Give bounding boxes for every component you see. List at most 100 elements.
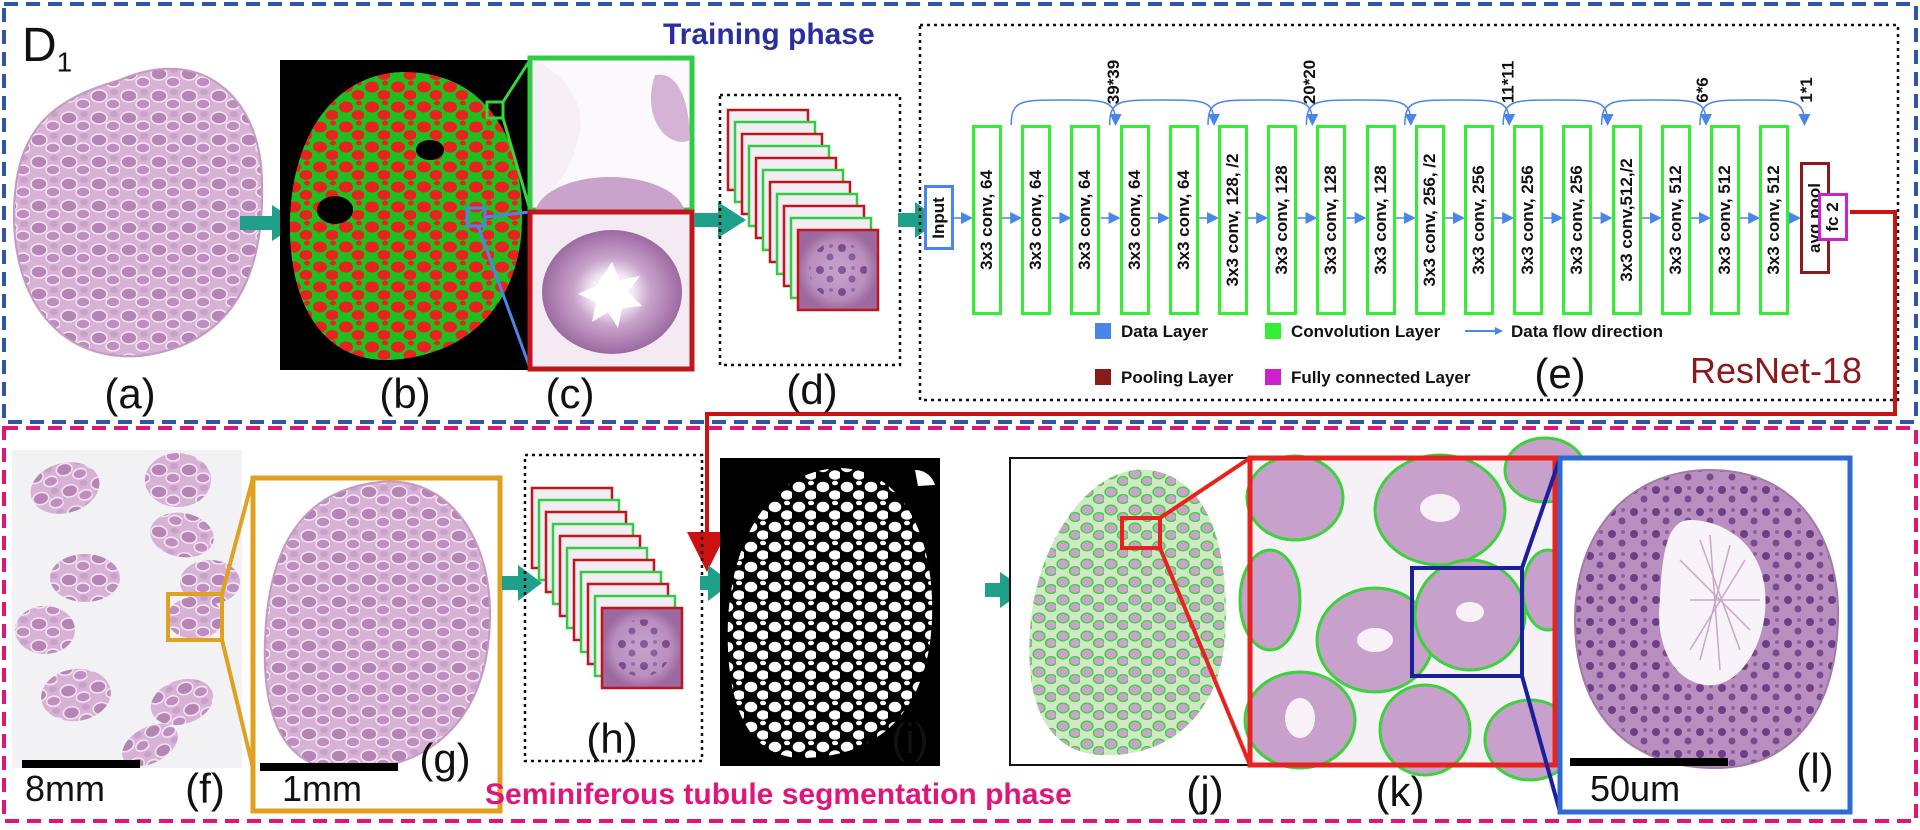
training-phase-frame	[2, 2, 1918, 424]
conv-block-17: 3x3 conv, 512	[1759, 125, 1790, 315]
dim-label-1: 39*39	[1104, 59, 1124, 105]
panel-k-overlay-zoom	[1238, 436, 1587, 782]
dataset-label-sub: 1	[56, 46, 73, 78]
conv-block-11: 3x3 conv, 256	[1464, 125, 1494, 315]
legend-conv-layer: Convolution Layer	[1265, 322, 1440, 342]
skip-connection-4	[1305, 99, 1417, 126]
segmentation-phase-frame	[2, 426, 1918, 823]
legend-swatch-pool	[1095, 369, 1111, 385]
skip-connection-7	[1600, 99, 1712, 126]
conv-block-14: 3x3 conv,512,/2	[1611, 125, 1642, 315]
panel-label-g: (g)	[419, 735, 471, 782]
scale-label-g: 1mm	[282, 768, 362, 809]
stack-d-patch-tubule	[809, 241, 867, 299]
scale-label-l: 50um	[1590, 768, 1681, 809]
panel-j-segmentation-overlay	[1009, 457, 1251, 766]
panel-l-tubule-closeup	[1557, 455, 1853, 815]
dim-label-5: 1*1	[1796, 77, 1816, 103]
panel-b-annotation-mask	[280, 60, 530, 370]
conv-block-label: 3x3 conv,512,/2	[1616, 158, 1636, 282]
input-layer-label: Input	[929, 196, 948, 239]
conv-block-7: 3x3 conv, 128	[1267, 125, 1298, 315]
panel-label-i: (i)	[891, 715, 929, 762]
dim-label-4: 6*6	[1692, 77, 1712, 103]
conv-block-5: 3x3 conv, 64	[1168, 125, 1199, 315]
resnet-name: ResNet-18	[1690, 350, 1863, 391]
conv-block-label: 3x3 conv, 512	[1715, 165, 1734, 275]
conv-block-8: 3x3 conv, 128	[1316, 125, 1347, 315]
conv-block-label: 3x3 conv, 64	[1026, 170, 1046, 270]
conv-block-15: 3x3 conv, 512	[1660, 125, 1691, 315]
legend-conv-layer-text: Convolution Layer	[1291, 322, 1441, 341]
panel-label-l: (l)	[1796, 745, 1834, 792]
training-phase-title: Training phase	[663, 18, 875, 51]
scale-bar-f	[22, 760, 140, 768]
scale-bar-l	[1570, 758, 1728, 766]
conv-block-9: 3x3 conv, 128	[1365, 125, 1396, 315]
legend-swatch-data	[1095, 323, 1111, 339]
dataset-label: D1	[22, 18, 72, 79]
panel-h-patch-stack	[523, 453, 704, 763]
segmentation-phase-title: Seminiferous tubule segmentation phase	[485, 778, 1072, 811]
skip-connection-3	[1207, 99, 1319, 126]
conv-block-12: 3x3 conv, 256	[1513, 125, 1544, 315]
panel-i-binary-segmentation	[720, 458, 940, 766]
legend-fc-layer: Fully connected Layer	[1265, 368, 1471, 388]
conv-block-label: 3x3 conv, 128, /2	[1223, 153, 1242, 287]
panel-f-slide-overview	[12, 450, 242, 768]
scale-bar-g	[260, 763, 398, 771]
fc-label: fc 2	[1823, 202, 1842, 232]
panel-g-testis-zoom	[250, 475, 503, 814]
skip-connection-8	[1699, 99, 1811, 126]
dim-label-3: 11*11	[1498, 60, 1518, 104]
panel-c-patches	[527, 55, 695, 372]
conv-block-1: 3x3 conv, 64	[972, 125, 1002, 315]
panel-a-testis-image	[12, 67, 264, 358]
conv-block-label: 3x3 conv, 256	[1469, 165, 1488, 275]
conv-block-label: 3x3 conv, 256, /2	[1419, 153, 1439, 287]
conv-block-label: 3x3 conv, 128	[1272, 165, 1292, 275]
legend-data-layer-text: Data Layer	[1121, 322, 1208, 341]
legend-swatch-fc	[1265, 369, 1281, 385]
dataset-label-main: D	[22, 19, 57, 72]
panel-e-network-frame	[918, 23, 1900, 402]
skip-connection-1	[1010, 99, 1122, 126]
panel-label-c: (c)	[545, 370, 595, 417]
conv-block-4: 3x3 conv, 64	[1119, 125, 1150, 315]
legend-pool-layer: Pooling Layer	[1095, 368, 1233, 388]
resnet-diagram	[954, 99, 1832, 224]
skip-connection-6	[1502, 99, 1614, 126]
skip-connection-2	[1108, 99, 1220, 126]
conv-block-10: 3x3 conv, 256, /2	[1414, 125, 1445, 315]
panel-label-e: (e)	[1534, 350, 1586, 397]
skip-connection-5	[1404, 99, 1516, 126]
panel-label-h: (h)	[586, 715, 638, 762]
panel-label-d: (d)	[786, 366, 838, 413]
panel-label-b: (b)	[379, 370, 431, 417]
legend-flow: Data flow direction	[1465, 322, 1663, 342]
legend-fc-layer-text: Fully connected Layer	[1291, 368, 1471, 387]
legend-data-layer: Data Layer	[1095, 322, 1208, 342]
conv-block-label: 3x3 conv, 256	[1518, 165, 1538, 275]
legend-flow-text: Data flow direction	[1511, 322, 1664, 341]
conv-block-13: 3x3 conv, 256	[1562, 125, 1593, 315]
conv-block-label: 3x3 conv, 512	[1764, 165, 1784, 275]
conv-block-6: 3x3 conv, 128, /2	[1218, 125, 1248, 315]
conv-block-label: 3x3 conv, 64	[1173, 170, 1193, 270]
panel-label-j: (j)	[1186, 768, 1224, 815]
conv-block-label: 3x3 conv, 64	[1124, 170, 1144, 270]
panel-label-a: (a)	[104, 370, 156, 417]
conv-block-label: 3x3 conv, 64	[977, 170, 996, 270]
stack-h-patch-tubule	[613, 619, 671, 677]
conv-block-3: 3x3 conv, 64	[1070, 125, 1101, 315]
legend-pool-layer-text: Pooling Layer	[1121, 368, 1234, 387]
conv-block-label: 3x3 conv, 128	[1321, 165, 1341, 275]
conv-block-label: 3x3 conv, 256	[1567, 165, 1587, 275]
panel-label-f: (f)	[185, 765, 225, 812]
panel-label-k: (k)	[1375, 768, 1425, 815]
conv-block-2: 3x3 conv, 64	[1021, 125, 1052, 315]
conv-block-label: 3x3 conv, 512	[1665, 165, 1685, 275]
conv-block-label: 3x3 conv, 64	[1075, 170, 1095, 270]
